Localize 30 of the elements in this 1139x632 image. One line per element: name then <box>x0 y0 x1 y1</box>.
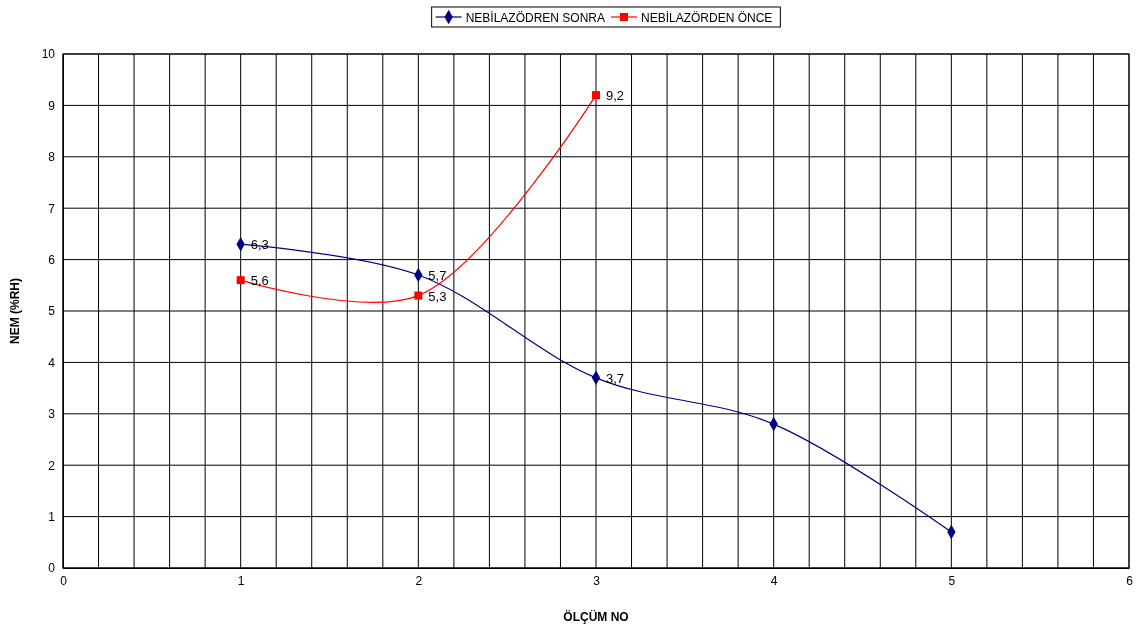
data-label: 5,6 <box>250 273 269 289</box>
point <box>414 291 423 300</box>
y-tick-label: 9 <box>48 98 56 113</box>
data-label: 9,2 <box>606 88 625 104</box>
y-tick-label: 10 <box>41 47 56 62</box>
y-tick-label: 4 <box>48 355 56 370</box>
x-tick-label: 1 <box>237 573 245 588</box>
y-tick-label: 6 <box>48 252 56 267</box>
x-tick-label: 6 <box>1126 573 1134 588</box>
data-label: 3,7 <box>606 370 625 386</box>
data-label: 5,7 <box>428 268 447 284</box>
x-tick-label: 5 <box>948 573 956 588</box>
legend-label: NEBİLAZÖRDEN ÖNCE <box>641 10 773 25</box>
y-tick-label: 3 <box>48 407 56 422</box>
y-tick-label: 8 <box>48 150 56 165</box>
legend-label: NEBİLAZÖDREN SONRA <box>465 10 605 25</box>
x-tick-label: 3 <box>593 573 601 588</box>
data-label: 5,3 <box>428 288 447 304</box>
y-tick-label: 5 <box>48 304 56 319</box>
y-tick-label: 1 <box>48 509 56 524</box>
x-tick-label: 2 <box>415 573 423 588</box>
x-axis-title: ÖLÇÜM NO <box>563 609 629 624</box>
x-tick-label: 0 <box>60 573 68 588</box>
y-tick-label: 2 <box>48 458 56 473</box>
y-tick-label: 0 <box>48 561 56 576</box>
y-axis-title: NEM (%RH) <box>8 278 22 344</box>
point <box>592 91 600 100</box>
x-tick-label: 4 <box>770 573 778 588</box>
y-tick-label: 7 <box>48 201 56 216</box>
point <box>236 276 245 285</box>
